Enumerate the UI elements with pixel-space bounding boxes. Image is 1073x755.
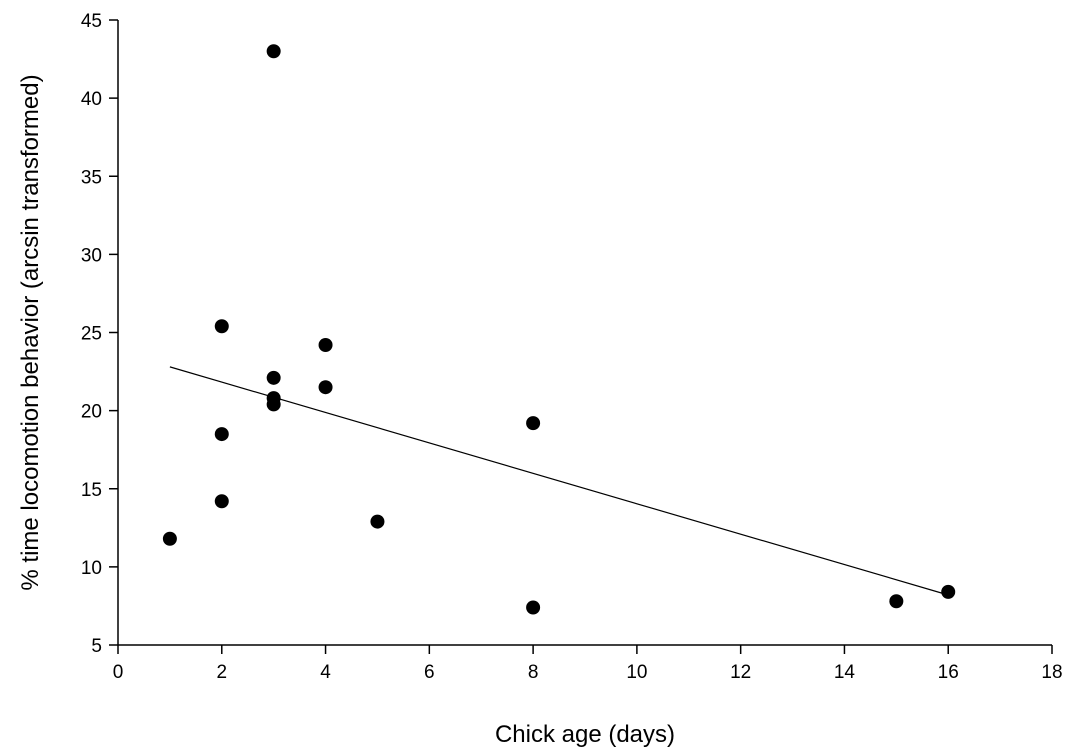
x-tick-label: 0	[113, 662, 124, 683]
y-tick-label: 20	[81, 402, 102, 423]
data-point	[266, 397, 281, 412]
y-tick-label: 5	[91, 636, 102, 657]
axes	[117, 20, 1052, 646]
y-tick-label: 25	[81, 324, 102, 345]
data-point	[318, 380, 333, 395]
y-tick-label: 35	[81, 167, 102, 188]
data-point	[266, 44, 281, 59]
data-point	[941, 584, 956, 599]
x-tick-label: 4	[320, 662, 331, 683]
data-point	[318, 338, 333, 352]
data-point	[214, 427, 229, 442]
y-axis-title: % time locomotion behavior (arcsin trans…	[17, 74, 44, 590]
x-tick-label: 12	[730, 662, 751, 683]
x-axis-title: Chick age (days)	[495, 721, 675, 748]
x-tick-label: 14	[834, 662, 856, 683]
x-tick-label: 10	[626, 662, 647, 683]
x-tick-label: 16	[938, 662, 959, 683]
data-point	[889, 594, 904, 609]
data-points	[162, 44, 956, 615]
y-axis-ticks: 5 10 15 20 25 30 35 40 45	[81, 11, 118, 657]
x-tick-label: 8	[528, 662, 539, 683]
y-tick-label: 10	[81, 558, 102, 579]
x-tick-label: 18	[1041, 662, 1062, 683]
y-tick-label: 15	[81, 480, 102, 501]
y-tick-label: 40	[81, 89, 102, 110]
data-point	[526, 416, 541, 431]
data-point	[370, 514, 385, 529]
x-tick-label: 2	[216, 662, 227, 683]
y-tick-label: 45	[81, 11, 102, 32]
x-axis-ticks: 0 2 4 6 8 10 12 14 16 18	[113, 645, 1063, 683]
data-point	[214, 494, 229, 509]
data-point	[266, 370, 281, 385]
data-point	[162, 531, 177, 546]
data-point	[214, 319, 229, 334]
y-tick-label: 30	[81, 245, 102, 266]
regression-line	[169, 366, 949, 596]
x-tick-label: 6	[424, 662, 435, 683]
data-point	[526, 600, 541, 615]
